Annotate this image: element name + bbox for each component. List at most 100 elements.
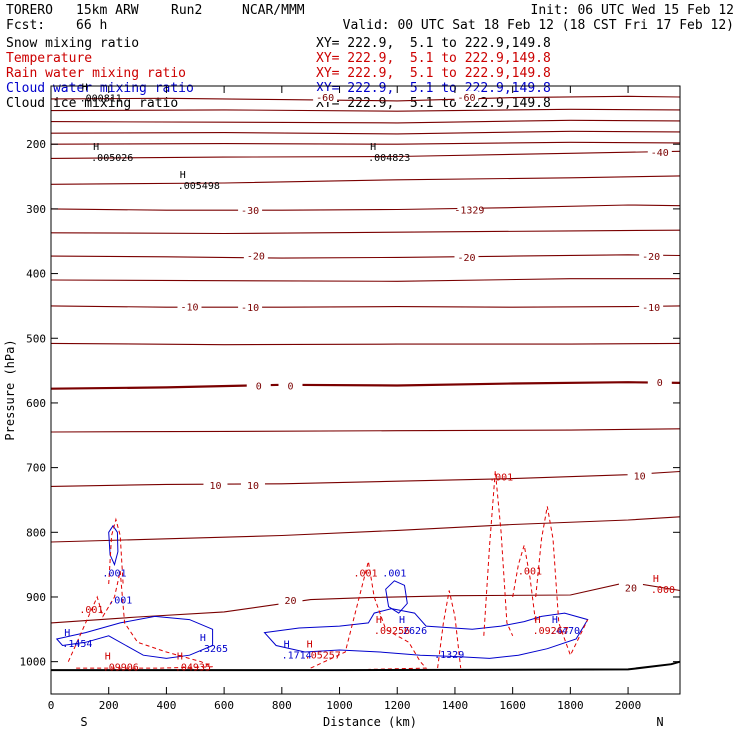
x-tick-label: 1600 <box>499 699 526 712</box>
high-value: .09256 <box>374 626 410 637</box>
isotherm-label: 0 <box>657 378 663 389</box>
isotherm-label-bg <box>647 145 672 157</box>
legend-label-snow: Snow mixing ratio <box>6 36 140 51</box>
high-marker: H <box>284 639 290 650</box>
high-marker: H <box>653 574 659 585</box>
x-tick-label: 200 <box>99 699 119 712</box>
x-tick-label: 400 <box>156 699 176 712</box>
isotherm-m60 <box>50 95 681 102</box>
x-tick-label: 1200 <box>384 699 411 712</box>
header-valid: Valid: 00 UTC Sat 18 Feb 12 (18 CST Fri … <box>342 18 734 33</box>
isotherm-label: -20 <box>457 253 475 264</box>
contour-value-label: .1329 <box>434 650 464 661</box>
contour-value-label: .001 <box>108 595 132 606</box>
isotherm-m50 <box>50 119 681 124</box>
rain-contour <box>310 561 428 670</box>
isotherm-label: 10 <box>634 471 646 482</box>
isotherm-label-bg <box>457 203 482 215</box>
isotherm-label-bg <box>618 581 643 593</box>
high-value: .000811 <box>80 94 122 105</box>
isotherm-label-bg <box>627 469 652 481</box>
isotherm-label-bg <box>639 250 664 262</box>
isotherm-m45 <box>50 130 681 135</box>
isotherm-label: -40 <box>651 148 669 159</box>
rain-contour <box>512 545 537 623</box>
cloud-water-contour <box>263 608 589 659</box>
y-tick-label: 700 <box>26 462 46 475</box>
ground-line <box>51 660 681 672</box>
high-value: .04935 <box>175 663 211 674</box>
x-axis-title: Distance (km) <box>323 715 417 729</box>
isotherm-label-bg <box>177 300 202 312</box>
high-marker: H <box>535 615 541 626</box>
isotherm-label-bg <box>246 379 271 391</box>
header-run: Run2 <box>171 3 203 18</box>
legend-xy-rain: XY= 222.9, 5.1 to 222.9,149.8 <box>316 66 551 81</box>
high-marker: H <box>370 142 376 153</box>
isotherm-label: -10 <box>642 303 660 314</box>
legend-label-cloud-water: Cloud water mixing ratio <box>6 81 194 96</box>
isotherm-label: -10 <box>241 303 259 314</box>
end-label: N <box>656 715 663 729</box>
plot-frame <box>50 85 681 695</box>
header-init: Init: 06 UTC Wed 15 Feb 12 <box>530 3 735 18</box>
isotherm-label-bg <box>240 479 265 491</box>
legend-xy-temperature: XY= 222.9, 5.1 to 222.9,149.8 <box>316 51 551 66</box>
contour-value-label: .001 <box>102 568 126 579</box>
terrain-line <box>51 660 681 672</box>
high-marker: H <box>105 652 111 663</box>
rain-contour <box>108 517 124 585</box>
isotherm-10 <box>50 470 681 487</box>
y-axis-title: Pressure (hPa) <box>3 339 17 440</box>
isotherm-label: 10 <box>247 481 259 492</box>
high-value: .005498 <box>178 181 220 192</box>
x-tick-label: 600 <box>214 699 234 712</box>
rain-contours <box>67 470 589 670</box>
high-marker: H <box>93 142 99 153</box>
isotherm-label-bg <box>454 250 479 262</box>
contour-value-label: .001 <box>518 566 542 577</box>
x-tick-label: 2000 <box>615 699 642 712</box>
y-tick-label: 600 <box>26 397 46 410</box>
contour-value-label: .001 <box>79 605 103 616</box>
isotherm-label-bg <box>454 90 479 102</box>
start-label: S <box>80 715 87 729</box>
isotherm-label-bg <box>238 204 263 216</box>
legend-label-temperature: Temperature <box>6 51 93 66</box>
isotherm-m25 <box>50 229 681 235</box>
cloud-water-contour <box>108 524 119 567</box>
header-fcst-value: 66 h <box>76 18 108 33</box>
isotherm-label: -10 <box>180 303 198 314</box>
high-value: .005026 <box>91 153 133 164</box>
x-tick-label: 800 <box>272 699 292 712</box>
x-tick-label: 0 <box>48 699 55 712</box>
contour-labels: -60 -60 -40 -30 -1329 -20 -20 -20 -10 -10 -10 0 0 0 10… <box>62 83 675 674</box>
header-model: TORERO <box>6 3 53 18</box>
high-value: .000 <box>651 585 675 596</box>
x-tick-label: 1800 <box>557 699 584 712</box>
header-resolution: 15km ARW <box>76 3 139 18</box>
isotherm-label-bg <box>639 301 664 313</box>
high-marker: H <box>307 639 313 650</box>
high-marker: H <box>552 615 558 626</box>
y-tick-label: 500 <box>26 332 46 345</box>
legend-label-rain: Rain water mixing ratio <box>6 66 187 81</box>
cloud-water-contour <box>385 580 408 614</box>
y-tick-label: 800 <box>26 526 46 539</box>
isotherm-label-bg <box>278 594 303 606</box>
isotherm-label: -20 <box>247 251 265 262</box>
contour-value-label: .001 <box>382 568 406 579</box>
y-tick-label: 400 <box>26 268 46 281</box>
isotherm-label: -60 <box>457 93 475 104</box>
header-org: NCAR/MMM <box>242 3 305 18</box>
y-tick-label: 300 <box>26 203 46 216</box>
cloud-water-contour <box>55 615 214 659</box>
legend-label-cloud-ice: Cloud ice mixing ratio <box>6 96 179 111</box>
isotherm-5 <box>50 428 681 433</box>
isotherm-label: -30 <box>241 206 259 217</box>
contour-value-label: .001 <box>353 568 377 579</box>
temperature-contours <box>50 95 681 624</box>
y-tick-label: 200 <box>26 138 46 151</box>
high-marker: H <box>177 652 183 663</box>
